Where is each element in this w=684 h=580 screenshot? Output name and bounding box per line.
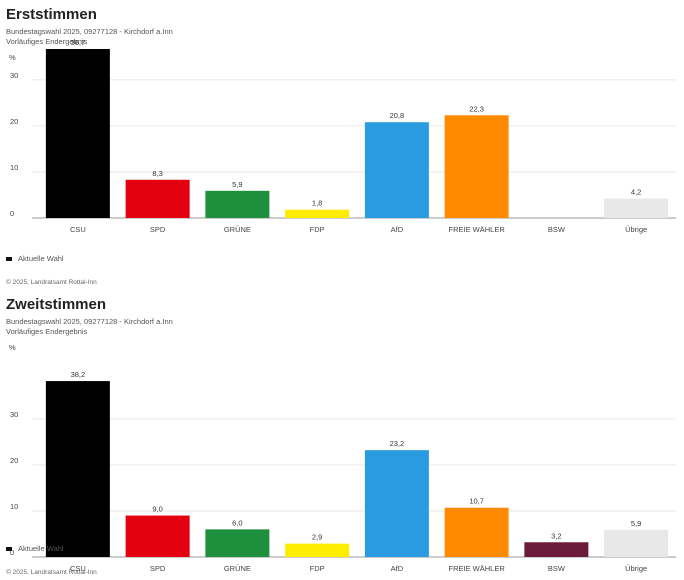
x-tick-label: GRÜNE xyxy=(224,225,251,234)
chart-panel-zweitstimmen: Zweitstimmen Bundestagswahl 2025, 092771… xyxy=(0,290,684,580)
data-label: 3,2 xyxy=(551,531,561,540)
chart-title: Erststimmen xyxy=(6,6,97,23)
copyright-note: © 2025, Landratsamt Rottal-Inn xyxy=(6,569,97,576)
bar-übrige[interactable] xyxy=(604,198,669,218)
copyright-note: © 2025, Landratsamt Rottal-Inn xyxy=(6,279,97,286)
data-label: 22,3 xyxy=(469,104,484,113)
y-tick-label: 20 xyxy=(10,456,18,465)
bar-freie-wähler[interactable] xyxy=(444,115,509,218)
legend-swatch xyxy=(6,256,12,261)
x-tick-label: CSU xyxy=(70,225,86,234)
bar-afd[interactable] xyxy=(364,122,429,218)
x-tick-label: SPD xyxy=(150,225,166,234)
x-tick-label: FREIE WÄHLER xyxy=(448,564,505,573)
chart-status: Vorläufiges Endergebnis xyxy=(6,327,88,336)
x-tick-label: BSW xyxy=(548,564,566,573)
y-axis-unit: % xyxy=(9,343,16,352)
data-label: 5,9 xyxy=(232,180,242,189)
chart-title: Zweitstimmen xyxy=(6,296,107,313)
bar-fdp[interactable] xyxy=(285,209,350,218)
bar-chart: 0 10 20 30 36,7 CSU 8,3 SPD 5,9 GRÜNE 1,8 FDP 20,8 Af… xyxy=(10,38,676,234)
y-tick-label: 10 xyxy=(10,163,18,172)
y-tick-label: 10 xyxy=(10,502,18,511)
legend-label: Aktuelle Wahl xyxy=(18,544,64,553)
data-label: 4,2 xyxy=(631,188,641,197)
x-tick-label: Übrige xyxy=(625,564,647,573)
y-tick-label: 20 xyxy=(10,117,18,126)
data-label: 36,7 xyxy=(71,38,86,47)
x-tick-label: AfD xyxy=(391,564,404,573)
x-tick-label: FDP xyxy=(310,564,325,573)
bar-spd[interactable] xyxy=(125,179,190,218)
bar-fdp[interactable] xyxy=(285,543,350,557)
x-tick-label: SPD xyxy=(150,564,166,573)
bar-übrige[interactable] xyxy=(604,529,669,557)
chart-status: Vorläufiges Endergebnis xyxy=(6,37,88,46)
y-axis-unit: % xyxy=(9,53,16,62)
data-label: 5,9 xyxy=(631,519,641,528)
data-label: 1,8 xyxy=(312,199,322,208)
bar-freie-wähler[interactable] xyxy=(444,507,509,557)
chart-legend: Aktuelle Wahl xyxy=(6,544,64,553)
legend-label: Aktuelle Wahl xyxy=(18,254,64,263)
chart-legend: Aktuelle Wahl xyxy=(6,254,64,263)
legend-swatch xyxy=(6,546,12,551)
bar-chart: 0 10 20 30 38,2 CSU 9,0 SPD 6,0 GRÜNE 2,9 FDP 23,2 Af… xyxy=(10,370,676,573)
bar-bsw[interactable] xyxy=(524,542,589,557)
bar-spd[interactable] xyxy=(125,515,190,557)
y-tick-label: 30 xyxy=(10,71,18,80)
chart-panel-erststimmen: Erststimmen Bundestagswahl 2025, 0927712… xyxy=(6,6,676,286)
y-tick-label: 30 xyxy=(10,410,18,419)
x-tick-label: Übrige xyxy=(625,225,647,234)
data-label: 23,2 xyxy=(390,439,405,448)
data-label: 10,7 xyxy=(469,497,484,506)
x-tick-label: CSU xyxy=(70,564,86,573)
data-label: 20,8 xyxy=(390,111,405,120)
x-tick-label: FREIE WÄHLER xyxy=(448,225,505,234)
bar-grüne[interactable] xyxy=(205,529,270,557)
data-label: 8,3 xyxy=(152,169,162,178)
x-tick-label: AfD xyxy=(391,225,404,234)
chart-subtitle: Bundestagswahl 2025, 09277128 - Kirchdor… xyxy=(6,27,173,36)
bar-csu[interactable] xyxy=(45,381,110,557)
x-tick-label: FDP xyxy=(310,225,325,234)
chart-subtitle: Bundestagswahl 2025, 09277128 - Kirchdor… xyxy=(6,317,173,326)
bar-afd[interactable] xyxy=(364,450,429,557)
data-label: 38,2 xyxy=(71,370,86,379)
y-tick-label: 0 xyxy=(10,548,14,557)
bar-grüne[interactable] xyxy=(205,190,270,218)
data-label: 2,9 xyxy=(312,533,322,542)
x-tick-label: BSW xyxy=(548,225,566,234)
y-tick-label: 0 xyxy=(10,209,14,218)
data-label: 6,0 xyxy=(232,518,242,527)
data-label: 9,0 xyxy=(152,505,162,514)
x-tick-label: GRÜNE xyxy=(224,564,251,573)
bar-csu[interactable] xyxy=(45,48,110,218)
